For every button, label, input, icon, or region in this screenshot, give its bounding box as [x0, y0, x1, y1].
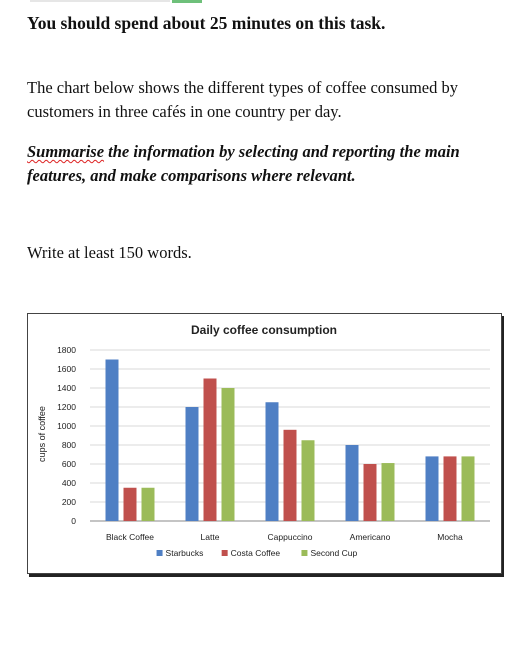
task-heading: You should spend about 25 minutes on thi… — [27, 13, 386, 33]
bar — [363, 464, 377, 521]
legend-swatch — [156, 550, 163, 556]
instruction-rest: the information by selecting and reporti… — [27, 142, 460, 185]
y-tick-label: 1200 — [57, 402, 76, 412]
bar — [301, 440, 315, 521]
bar — [345, 445, 359, 521]
word-count-requirement: Write at least 150 words. — [27, 243, 192, 262]
legend-label: Second Cup — [310, 548, 357, 558]
bar-chart: Daily coffee consumption cups of coffee … — [37, 323, 490, 558]
top-highlight-mark — [172, 0, 202, 3]
y-axis-label: cups of coffee — [37, 406, 47, 462]
legend-swatch — [301, 550, 308, 556]
y-tick-label: 1400 — [57, 383, 76, 393]
x-tick-labels: Black Coffee Latte Cappuccino Americano Moch… — [106, 532, 463, 542]
y-tick-label: 200 — [62, 497, 76, 507]
y-tick-label: 0 — [71, 516, 76, 526]
y-tick-label: 1600 — [57, 364, 76, 374]
bars — [105, 359, 475, 521]
bar — [141, 487, 155, 521]
bar — [221, 388, 235, 521]
x-tick-label: Black Coffee — [106, 532, 154, 542]
x-tick-label: Americano — [350, 532, 391, 542]
task-instruction: Summarise the information by selecting a… — [27, 140, 502, 188]
x-tick-label: Latte — [201, 532, 220, 542]
y-tick-label: 1800 — [57, 345, 76, 355]
task-intro: The chart below shows the different type… — [27, 78, 459, 121]
y-tick-labels: 0 200 400 600 800 1000 1200 1400 1600 1800 — [57, 345, 76, 526]
legend-label: Costa Coffee — [231, 548, 281, 558]
top-faded-text — [30, 0, 170, 2]
y-tick-label: 1000 — [57, 421, 76, 431]
x-tick-label: Mocha — [437, 532, 463, 542]
legend-label: Starbucks — [166, 548, 204, 558]
x-tick-label: Cappuccino — [268, 532, 313, 542]
bar — [283, 429, 297, 521]
y-tick-label: 800 — [62, 440, 76, 450]
bar — [203, 378, 217, 521]
spellcheck-flagged-word: Summarise — [27, 142, 105, 161]
legend-swatch — [221, 550, 228, 556]
bar — [443, 456, 457, 521]
bar — [265, 402, 279, 521]
y-tick-label: 400 — [62, 478, 76, 488]
y-tick-label: 600 — [62, 459, 76, 469]
chart-title: Daily coffee consumption — [191, 323, 337, 337]
bar — [105, 359, 119, 521]
bar — [185, 407, 199, 521]
bar — [425, 456, 439, 521]
legend: Starbucks Costa Coffee Second Cup — [156, 548, 358, 558]
bar — [461, 456, 475, 521]
chart-frame: Daily coffee consumption cups of coffee … — [27, 313, 502, 574]
bar — [123, 487, 137, 521]
bar — [381, 463, 395, 521]
gridlines — [90, 349, 490, 522]
